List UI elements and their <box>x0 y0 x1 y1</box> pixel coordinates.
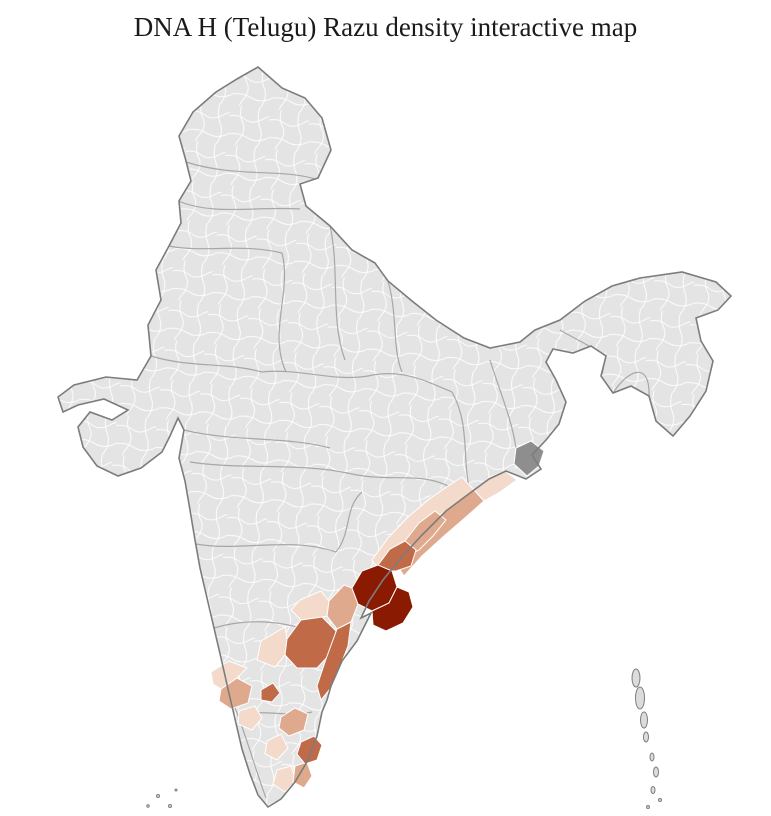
andaman-nicobar-islands[interactable] <box>631 668 662 809</box>
district-medium-density-5[interactable] <box>278 707 309 737</box>
state-borders <box>150 161 650 799</box>
district-medium-density-6[interactable] <box>292 761 313 789</box>
page-title: DNA H (Telugu) Razu density interactive … <box>133 12 638 42</box>
district-low-density-3[interactable] <box>290 590 330 621</box>
district-high-density-5[interactable] <box>296 735 323 765</box>
district-low-density-6[interactable] <box>237 705 263 731</box>
district-high-density-4[interactable] <box>260 682 281 703</box>
district-medium-density-3[interactable] <box>326 584 359 630</box>
district-low-density-7[interactable] <box>264 733 289 761</box>
district-very-high-density-2[interactable] <box>371 586 414 632</box>
lakshadweep-islands[interactable] <box>146 788 178 808</box>
